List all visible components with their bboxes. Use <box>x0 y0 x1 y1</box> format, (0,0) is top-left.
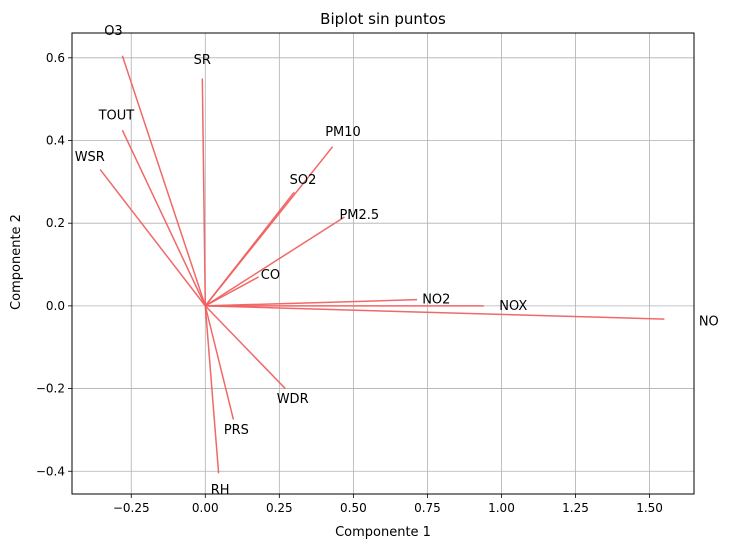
x-tick-label: 1.00 <box>488 501 515 515</box>
x-tick-label: 0.75 <box>414 501 441 515</box>
vector-label-tout: TOUT <box>98 109 135 124</box>
chart-title: Biplot sin puntos <box>320 10 446 28</box>
vector-sr <box>201 78 207 306</box>
x-tick-label: 0.50 <box>340 501 367 515</box>
vector-pm2-5 <box>204 216 345 307</box>
vector-labels: O3 SR TOUT WSR PM10 SO2 PM2.5 CO NO2 NOX NO WDR PRS R… <box>75 24 719 498</box>
x-axis-label: Componente 1 <box>335 525 431 540</box>
vector-rh <box>204 305 220 474</box>
y-tick-label: 0.2 <box>46 216 65 230</box>
y-axis-label: Componente 2 <box>9 214 24 310</box>
vector-label-wdr: WDR <box>277 392 309 407</box>
vector-label-no2: NO2 <box>422 293 450 308</box>
x-tick-label: 1.25 <box>562 501 589 515</box>
vector-label-co: CO <box>261 268 280 283</box>
vector-label-no: NO <box>699 315 719 330</box>
vector-no2 <box>205 298 418 307</box>
y-tick-label: 0.4 <box>46 133 65 147</box>
vector-label-wsr: WSR <box>75 150 105 165</box>
vector-label-so2: SO2 <box>290 173 317 188</box>
x-tick-label: 1.50 <box>636 501 663 515</box>
vector-so2 <box>204 191 295 307</box>
vector-label-sr: SR <box>194 53 211 68</box>
vector-label-nox: NOX <box>499 299 527 314</box>
y-axis-ticks: −0.4 −0.2 0.0 0.2 0.4 0.6 <box>36 51 72 478</box>
y-tick-label: 0.6 <box>46 51 65 65</box>
y-tick-label: 0.0 <box>46 299 65 313</box>
vector-wsr <box>99 168 206 307</box>
grid <box>72 33 694 494</box>
x-axis-ticks: −0.25 0.00 0.25 0.50 0.75 1.00 1.25 1.50 <box>113 494 663 515</box>
vector-prs <box>204 305 235 420</box>
y-tick-label: −0.2 <box>36 382 65 396</box>
vector-label-pm2-5: PM2.5 <box>339 208 379 223</box>
vector-no <box>205 305 665 320</box>
x-tick-label: −0.25 <box>113 501 150 515</box>
y-tick-label: −0.4 <box>36 464 65 478</box>
vector-wdr <box>204 305 286 390</box>
vector-label-rh: RH <box>211 483 230 498</box>
loading-vectors <box>99 55 665 474</box>
x-tick-label: 0.00 <box>192 501 219 515</box>
vector-label-o3: O3 <box>104 24 123 39</box>
vector-o3 <box>121 55 206 307</box>
vector-label-prs: PRS <box>224 423 249 438</box>
vector-co <box>204 276 259 307</box>
vector-label-pm10: PM10 <box>325 125 361 140</box>
plot-area-frame <box>71 32 695 495</box>
x-tick-label: 0.25 <box>266 501 293 515</box>
vector-tout <box>121 129 206 307</box>
